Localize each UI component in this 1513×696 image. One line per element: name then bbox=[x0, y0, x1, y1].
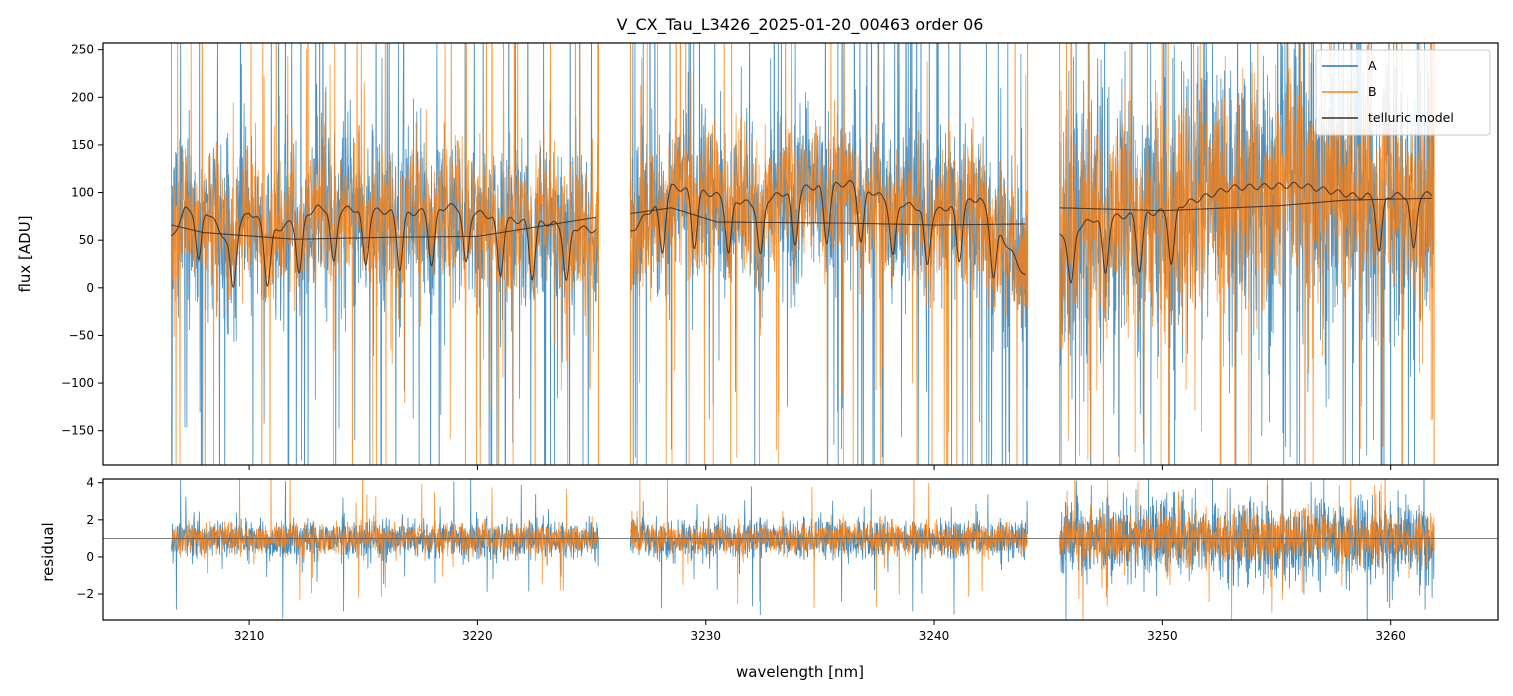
residual-b-segment-1 bbox=[171, 479, 599, 601]
legend-model-label: telluric model bbox=[1368, 110, 1454, 125]
telluric-absorption-segment-1 bbox=[171, 203, 597, 288]
bottom-y-tick-label-4: 4 bbox=[86, 476, 94, 490]
top-y-tick-label--50: −50 bbox=[69, 328, 94, 342]
top-panel-frame bbox=[102, 42, 1499, 466]
x-axis-label: wavelength [nm] bbox=[736, 663, 864, 681]
bottom-x-tick-label-3230: 3230 bbox=[690, 629, 721, 643]
top-y-tick-label-0: 0 bbox=[86, 281, 94, 295]
spectrum-b-segment-1 bbox=[171, 43, 599, 465]
top-y-tick-label--100: −100 bbox=[61, 376, 94, 390]
bottom-plot-area bbox=[103, 479, 1498, 620]
bottom-panel-frame bbox=[102, 478, 1499, 621]
telluric-continuum-segment-2 bbox=[630, 207, 1026, 226]
top-y-tick-label-200: 200 bbox=[71, 90, 94, 104]
top-x-axis bbox=[248, 465, 1392, 470]
bottom-x-tick-label-3210: 3210 bbox=[234, 629, 265, 643]
bottom-x-tick-label-3240: 3240 bbox=[919, 629, 950, 643]
bottom-y-tick-label-0: 0 bbox=[86, 550, 94, 564]
telluric-absorption-segment-3 bbox=[1059, 181, 1433, 284]
top-y-tick-label-250: 250 bbox=[71, 43, 94, 57]
top-y-tick-label--150: −150 bbox=[61, 424, 94, 438]
top-plot-area bbox=[171, 43, 1435, 465]
bottom-x-tick-label-3250: 3250 bbox=[1147, 629, 1178, 643]
bottom-x-tick-label-3220: 3220 bbox=[462, 629, 493, 643]
top-panel: −150 −100 −50 0 50 100 150 200 250 flux [ADU] A … bbox=[16, 42, 1499, 470]
bottom-y-tick-label--2: −2 bbox=[76, 587, 94, 601]
spectrum-b-segment-2 bbox=[630, 43, 1029, 465]
top-y-tick-label-100: 100 bbox=[71, 186, 94, 200]
bottom-x-tick-label-3260: 3260 bbox=[1375, 629, 1406, 643]
legend-a-label: A bbox=[1368, 58, 1377, 73]
legend-box bbox=[1315, 49, 1491, 136]
top-y-axis: −150 −100 −50 0 50 100 150 200 250 bbox=[61, 43, 103, 438]
telluric-continuum-segment-3 bbox=[1059, 197, 1432, 212]
chart-title: V_CX_Tau_L3426_2025-01-20_00463 order 06 bbox=[617, 15, 984, 35]
bottom-y-tick-label-2: 2 bbox=[86, 513, 94, 527]
top-y-axis-label: flux [ADU] bbox=[16, 215, 34, 292]
telluric-absorption-segment-2 bbox=[630, 180, 1026, 279]
residual-b-segment-3 bbox=[1059, 479, 1435, 620]
top-y-tick-label-50: 50 bbox=[79, 233, 94, 247]
telluric-continuum-segment-1 bbox=[171, 216, 597, 240]
bottom-y-axis: −2 0 2 4 bbox=[76, 476, 103, 601]
bottom-x-axis: 3210 3220 3230 3240 3250 3260 bbox=[234, 620, 1406, 643]
spectrum-b-segment-3 bbox=[1059, 43, 1435, 465]
bottom-y-axis-label: residual bbox=[39, 522, 57, 581]
legend-b-label: B bbox=[1368, 84, 1377, 99]
top-y-tick-label-150: 150 bbox=[71, 138, 94, 152]
legend: A B telluric model bbox=[1315, 49, 1491, 136]
